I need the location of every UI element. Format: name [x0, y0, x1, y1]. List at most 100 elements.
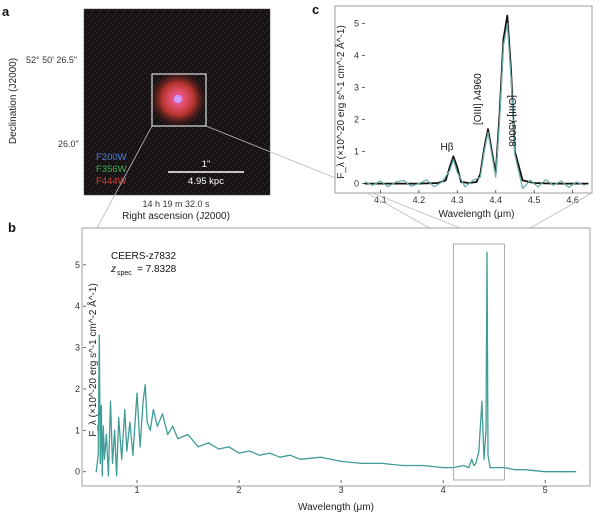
data-point: [116, 475, 118, 477]
data-point: [111, 462, 114, 464]
data-point: [475, 181, 478, 183]
galaxy-core: [174, 95, 182, 103]
data-point: [132, 454, 134, 456]
data-point: [136, 392, 138, 394]
data-point: [107, 475, 109, 477]
data-point: [495, 176, 497, 178]
panel-c-line-labels: Hβ [OIII] λ4960 [OIII] λ5008: [441, 73, 517, 153]
data-point: [472, 179, 474, 181]
data-point: [114, 429, 116, 431]
data-point: [437, 182, 439, 184]
y-axis-label: F_λ (×10^-20 erg s^-1 cm^-2 Å^-1): [334, 25, 347, 179]
data-point: [502, 39, 504, 41]
panel-c-letter: c: [312, 2, 319, 17]
data-point: [289, 454, 291, 456]
data-point: [565, 471, 567, 473]
data-point: [568, 186, 570, 188]
x-tick-label-3: 4: [441, 485, 446, 495]
y-tick-label-3: 3: [75, 343, 80, 353]
data-point: [473, 464, 475, 467]
data-point: [279, 456, 281, 458]
data-point: [146, 421, 148, 423]
y-tick-label-0: 0: [354, 179, 359, 189]
y-tick-label-5: 5: [75, 260, 80, 270]
x-tick-label-0: 1: [135, 485, 140, 495]
zspec-symbol: z: [110, 264, 116, 275]
panel-c-plot: 0 1 2 3 4 5 4.1 4.2 4.3 4.4 4.5 4.6 Wavelength (μm) F…: [334, 14, 589, 220]
data-point: [483, 151, 485, 153]
data-point: [100, 404, 102, 407]
data-point: [422, 464, 424, 467]
data-point: [522, 187, 524, 189]
x-tick-label-1: 2: [237, 485, 242, 495]
data-point: [97, 454, 99, 456]
data-point: [177, 438, 179, 440]
dec-tick-2: 26.0": [58, 139, 79, 149]
data-point: [445, 179, 447, 181]
y-tick-label-4: 4: [354, 51, 359, 61]
data-point: [583, 184, 585, 186]
y-tick-label-0: 0: [75, 467, 80, 477]
data-point: [502, 45, 504, 47]
data-point: [483, 458, 485, 460]
data-point: [485, 429, 487, 431]
data-point: [468, 467, 470, 469]
data-point: [475, 462, 477, 464]
data-point: [456, 171, 458, 173]
data-point: [172, 425, 174, 427]
line-label-hbeta: Hβ: [441, 142, 454, 153]
data-point: [510, 77, 512, 79]
data-point: [187, 433, 189, 436]
panel-a-letter: a: [2, 4, 10, 19]
panel-a-image: F200W F356W F444W 1" 4.95 kpc: [83, 8, 271, 196]
connector-a-right: [205, 125, 461, 229]
x-tick-label-5: 4.6: [566, 195, 579, 205]
data-point: [99, 462, 101, 464]
data-point: [129, 421, 131, 423]
data-point: [481, 400, 483, 402]
data-point: [152, 409, 154, 411]
data-point: [238, 452, 240, 454]
data-point: [149, 429, 151, 431]
connector-a-left: [96, 125, 153, 229]
data-point: [139, 446, 141, 448]
data-point: [248, 450, 250, 452]
zoom-region-box: [452, 243, 505, 481]
zoom-box: [151, 73, 207, 127]
y-tick-label-4: 4: [75, 301, 80, 311]
data-point: [529, 179, 531, 181]
object-name: CEERS-z7832: [111, 251, 176, 262]
data-point: [478, 450, 480, 452]
data-point: [228, 446, 230, 448]
data-point: [418, 183, 420, 185]
data-point: [506, 23, 508, 25]
y-tick-label-3: 3: [354, 83, 359, 93]
x-tick-label-2: 3: [339, 485, 344, 495]
data-point: [487, 128, 489, 130]
data-point: [207, 442, 209, 444]
data-point: [587, 183, 589, 185]
panel-b-annotation: CEERS-z7832 z spec = 7.8328: [110, 251, 177, 277]
data-point: [499, 119, 501, 121]
data-point: [552, 184, 555, 186]
data-point: [379, 183, 381, 185]
data-point: [156, 425, 158, 427]
data-point: [464, 186, 466, 188]
data-point: [101, 475, 103, 477]
panel-a-xlabel: Right ascension (J2000): [122, 211, 230, 222]
filter-label-f444w: F444W: [96, 176, 127, 187]
data-point: [460, 181, 462, 183]
data-point: [552, 183, 555, 185]
data-point: [98, 334, 100, 336]
data-point: [410, 185, 412, 187]
data-point: [425, 179, 428, 181]
data-point: [545, 179, 547, 181]
data-point: [142, 400, 144, 402]
x-tick-label-4: 4.5: [528, 195, 541, 205]
data-point: [560, 180, 562, 182]
data-point: [479, 176, 481, 178]
data-point: [489, 467, 491, 469]
data-point: [463, 464, 465, 467]
y-axis-label: F_λ (×10^-20 erg s^-1 cm^-2 Å^-1): [86, 283, 99, 437]
panel-b-letter: b: [8, 220, 16, 235]
